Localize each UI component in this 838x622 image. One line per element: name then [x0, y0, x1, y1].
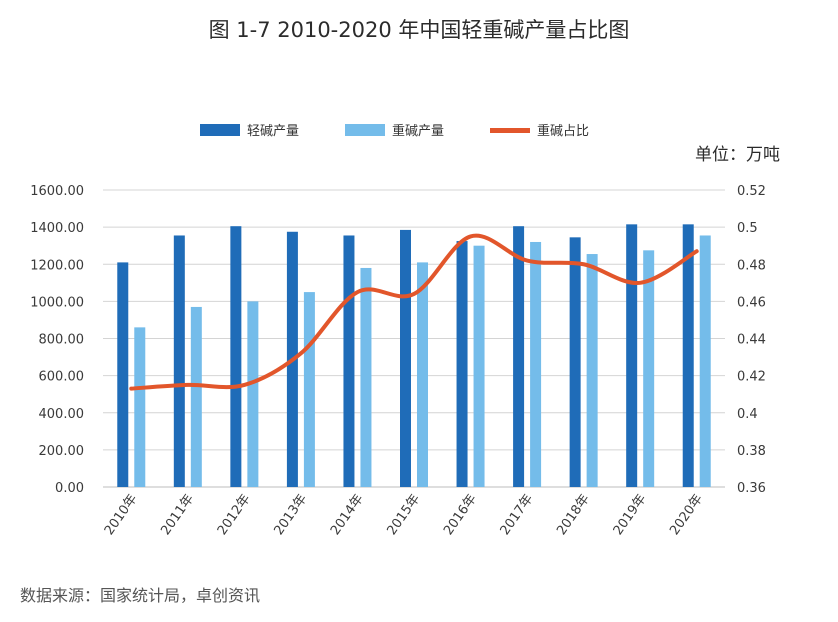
x-tick-label: 2011年 — [158, 492, 197, 538]
heavy-soda-bar — [643, 250, 655, 487]
x-axis: 2010年 2011年 2012年 2013年 2014年 2015年 2016年 2017年… — [102, 492, 706, 538]
y-left-tick-label: 800.00 — [39, 333, 85, 348]
heavy-soda-bar — [530, 241, 542, 487]
y-left-tick-label: 0.00 — [55, 481, 84, 496]
source-note: 数据来源：国家统计局，卓创资讯 — [20, 586, 260, 605]
y-left-tick-label: 1600.00 — [30, 184, 84, 199]
y-axis-left: 0.00 200.00 400.00 600.00 800.00 1000.00 1200.… — [30, 184, 84, 496]
light-soda-bar — [117, 262, 129, 487]
legend: 轻碱产量 重碱产量 重碱占比 — [200, 123, 589, 139]
y-right-tick-label: 0.46 — [737, 295, 766, 310]
y-right-tick-label: 0.44 — [737, 333, 766, 348]
x-tick-label: 2013年 — [271, 492, 310, 538]
heavy-soda-bar — [190, 306, 202, 487]
y-right-tick-label: 0.4 — [737, 407, 758, 422]
bar-series — [117, 224, 711, 488]
light-soda-bar — [626, 224, 638, 487]
heavy-soda-share-line — [129, 233, 699, 391]
gridlines — [103, 189, 725, 488]
light-soda-bar — [682, 224, 694, 487]
y-right-tick-label: 0.38 — [737, 444, 766, 459]
light-soda-bar — [513, 226, 525, 487]
chart-title: 图 1-7 2010-2020 年中国轻重碱产量占比图 — [209, 18, 630, 42]
x-tick-label: 2015年 — [385, 492, 424, 538]
light-soda-bar — [230, 226, 242, 487]
x-tick-label: 2014年 — [328, 492, 367, 538]
y-right-tick-label: 0.36 — [737, 481, 766, 496]
heavy-soda-bar — [417, 262, 428, 487]
x-tick-label: 2016年 — [441, 492, 480, 538]
light-soda-bar — [456, 241, 468, 487]
y-left-tick-label: 1400.00 — [30, 221, 84, 236]
unit-label: 单位：万吨 — [695, 145, 780, 165]
x-tick-label: 2019年 — [611, 492, 650, 538]
y-left-tick-label: 200.00 — [39, 444, 85, 459]
heavy-soda-bar — [134, 327, 146, 487]
y-left-tick-label: 1200.00 — [30, 258, 84, 273]
y-right-tick-label: 0.52 — [737, 184, 766, 199]
x-tick-label: 2018年 — [554, 492, 593, 538]
x-tick-label: 2010年 — [102, 492, 141, 538]
x-tick-label: 2012年 — [215, 492, 254, 538]
y-left-tick-label: 400.00 — [39, 407, 85, 422]
legend-light-soda-label: 轻碱产量 — [247, 124, 299, 139]
light-soda-bar — [343, 235, 355, 487]
legend-heavy-soda-label: 重碱产量 — [392, 123, 444, 139]
light-soda-bar — [400, 229, 411, 488]
heavy-soda-bar — [247, 301, 259, 487]
heavy-soda-bar — [473, 245, 485, 487]
y-right-tick-label: 0.42 — [737, 370, 766, 385]
legend-heavy-share-swatch — [490, 128, 530, 133]
legend-light-soda-swatch — [200, 124, 240, 136]
heavy-soda-bar — [586, 254, 598, 487]
y-axis-right: 0.36 0.38 0.4 0.42 0.44 0.46 0.48 0.5 0.52 — [737, 184, 766, 496]
light-soda-bar — [569, 237, 581, 487]
heavy-soda-bar — [699, 235, 711, 487]
x-tick-label: 2017年 — [498, 492, 537, 538]
x-tick-label: 2020年 — [667, 492, 706, 538]
light-soda-bar — [173, 235, 185, 487]
heavy-soda-bar — [303, 292, 315, 487]
y-left-tick-label: 600.00 — [39, 370, 85, 385]
y-right-tick-label: 0.48 — [737, 258, 766, 273]
legend-heavy-share-label: 重碱占比 — [537, 123, 589, 139]
line-series — [129, 233, 699, 391]
heavy-soda-bar — [360, 267, 372, 487]
y-left-tick-label: 1000.00 — [30, 295, 84, 310]
y-right-tick-label: 0.5 — [737, 221, 758, 236]
legend-heavy-soda-swatch — [345, 124, 385, 136]
